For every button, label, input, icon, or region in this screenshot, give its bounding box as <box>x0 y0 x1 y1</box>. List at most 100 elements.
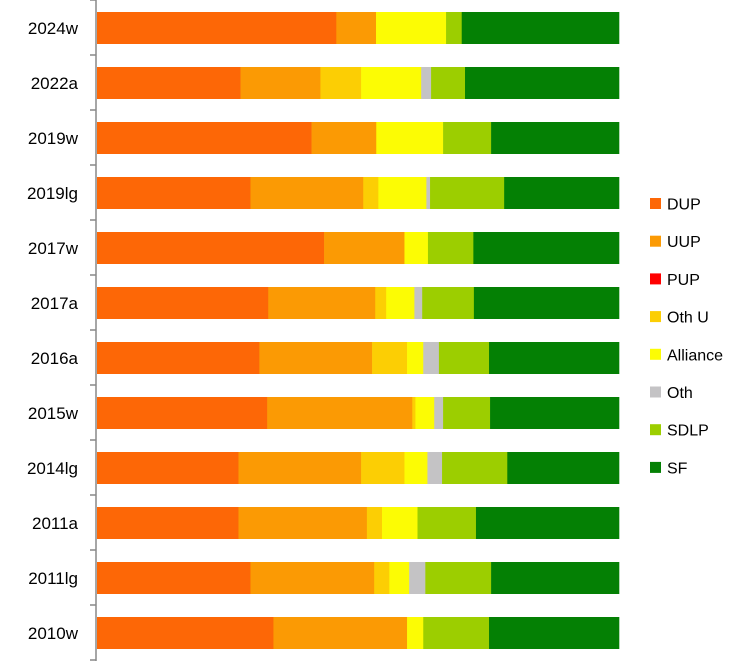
legend-swatch-sdlp <box>650 424 661 436</box>
bar-segment-sdlp-2019w <box>443 122 492 154</box>
bar-segment-sf-2019w <box>491 122 620 154</box>
bar-segment-sdlp-2014lg <box>442 452 508 484</box>
bar-segment-dup-2024w <box>97 12 337 44</box>
bar-segment-uup-2010w <box>273 617 408 649</box>
bar-segment-sdlp-2022a <box>431 67 466 99</box>
legend-label: SF <box>667 460 688 477</box>
bar-segment-oth-u-2017a <box>375 287 387 319</box>
bar-segment-sdlp-2010w <box>423 617 490 649</box>
bar-segment-sdlp-2011lg <box>425 562 492 594</box>
bar-segment-uup-2017w <box>324 232 405 264</box>
bar-segment-dup-2011a <box>97 507 239 539</box>
bar-segment-alliance-2017w <box>404 232 429 264</box>
bar-segment-sf-2015w <box>490 397 620 429</box>
bar-segment-sf-2010w <box>489 617 620 649</box>
y-tick-label: 2016a <box>31 349 79 368</box>
y-tick-label: 2019w <box>28 129 79 148</box>
bar-segment-alliance-2011a <box>382 507 418 539</box>
legend-swatch-alliance <box>650 348 661 360</box>
bar-segment-sf-2014lg <box>507 452 620 484</box>
legend-label: Oth U <box>667 310 709 327</box>
y-tick-label: 2011lg <box>28 569 78 588</box>
bar-segment-sdlp-2015w <box>443 397 491 429</box>
bar-segment-uup-2022a <box>240 67 321 99</box>
bar-segment-alliance-2017a <box>386 287 415 319</box>
bar-segment-alliance-2014lg <box>404 452 428 484</box>
bar-segment-dup-2017w <box>97 232 325 264</box>
bar-segment-dup-2011lg <box>97 562 251 594</box>
bar-segment-uup-2019w <box>311 122 377 154</box>
bar-segment-sdlp-2024w <box>446 12 463 44</box>
bar-segment-sdlp-2019lg <box>430 177 505 209</box>
bar-segment-sdlp-2011a <box>417 507 477 539</box>
bar-segment-dup-2019lg <box>97 177 251 209</box>
bar-segment-oth-u-2015w <box>412 397 416 429</box>
legend-label: PUP <box>667 272 700 289</box>
bar-segment-sf-2024w <box>461 12 620 44</box>
bar-segment-dup-2015w <box>97 397 268 429</box>
legend-swatch-sf <box>650 461 661 473</box>
bar-segment-dup-2014lg <box>97 452 239 484</box>
y-tick-label: 2024w <box>28 19 79 38</box>
bar-segment-dup-2016a <box>97 342 260 374</box>
bar-segment-sf-2011a <box>475 507 620 539</box>
bar-segment-uup-2014lg <box>238 452 362 484</box>
legend-swatch-dup <box>650 198 661 209</box>
bar-segment-uup-2016a <box>259 342 373 374</box>
bar-segment-sf-2017w <box>473 232 620 264</box>
bar-segment-oth-2017a <box>414 287 423 319</box>
bar-segment-sdlp-2017a <box>422 287 475 319</box>
bar-segment-oth-u-2019lg <box>363 177 379 209</box>
y-tick-label: 2019lg <box>27 184 78 203</box>
bar-segment-oth-2011lg <box>409 562 426 594</box>
bar-segment-uup-2019lg <box>250 177 364 209</box>
bar-segment-oth-u-2011a <box>366 507 383 539</box>
bar-segment-alliance-2011lg <box>389 562 410 594</box>
bar-segment-sf-2017a <box>473 287 620 319</box>
bar-segment-uup-2015w <box>267 397 413 429</box>
bar-segment-sdlp-2016a <box>438 342 490 374</box>
bar-segment-oth-u-2014lg <box>361 452 405 484</box>
bar-segment-uup-2011a <box>238 507 368 539</box>
bar-segment-oth-2016a <box>423 342 440 374</box>
bar-segment-alliance-2019w <box>376 122 444 154</box>
bar-segment-oth-u-2011lg <box>374 562 390 594</box>
bar-segment-alliance-2022a <box>361 67 422 99</box>
legend-swatch-uup <box>650 235 661 247</box>
legend-label: Oth <box>667 385 693 402</box>
legend-label: SDLP <box>667 423 709 440</box>
bar-segment-oth-2019lg <box>426 177 431 209</box>
bar-segment-uup-2017a <box>268 287 376 319</box>
bar-segment-oth-u-2022a <box>320 67 362 99</box>
y-tick-label: 2015w <box>28 404 79 423</box>
y-tick-label: 2011a <box>32 514 79 533</box>
bar-segment-alliance-2016a <box>407 342 424 374</box>
y-tick-label: 2010w <box>28 624 79 643</box>
legend-label: DUP <box>667 197 701 214</box>
bar-segment-alliance-2024w <box>376 12 447 44</box>
bar-segment-sf-2016a <box>489 342 620 374</box>
y-tick-label: 2017w <box>28 239 79 258</box>
bar-segment-alliance-2015w <box>415 397 435 429</box>
bar-segment-uup-2024w <box>336 12 377 44</box>
legend-label: Alliance <box>667 347 723 364</box>
bar-segment-alliance-2019lg <box>378 177 427 209</box>
bar-segment-sdlp-2017w <box>427 232 474 264</box>
bar-segment-sf-2019lg <box>504 177 620 209</box>
y-tick-label: 2022a <box>31 74 79 93</box>
legend-swatch-pup <box>650 273 661 285</box>
bar-segment-uup-2011lg <box>250 562 375 594</box>
bar-segment-sf-2022a <box>465 67 620 99</box>
bar-segment-dup-2022a <box>97 67 241 99</box>
legend-label: UUP <box>667 234 701 251</box>
y-tick-label: 2017a <box>31 294 79 313</box>
bar-segment-sf-2011lg <box>491 562 620 594</box>
legend-swatch-oth-u <box>650 311 661 323</box>
bar-segment-dup-2017a <box>97 287 269 319</box>
bar-segment-dup-2019w <box>97 122 312 154</box>
bar-segment-alliance-2010w <box>407 617 424 649</box>
y-tick-label: 2014lg <box>27 459 78 478</box>
bar-segment-oth-2022a <box>421 67 432 99</box>
